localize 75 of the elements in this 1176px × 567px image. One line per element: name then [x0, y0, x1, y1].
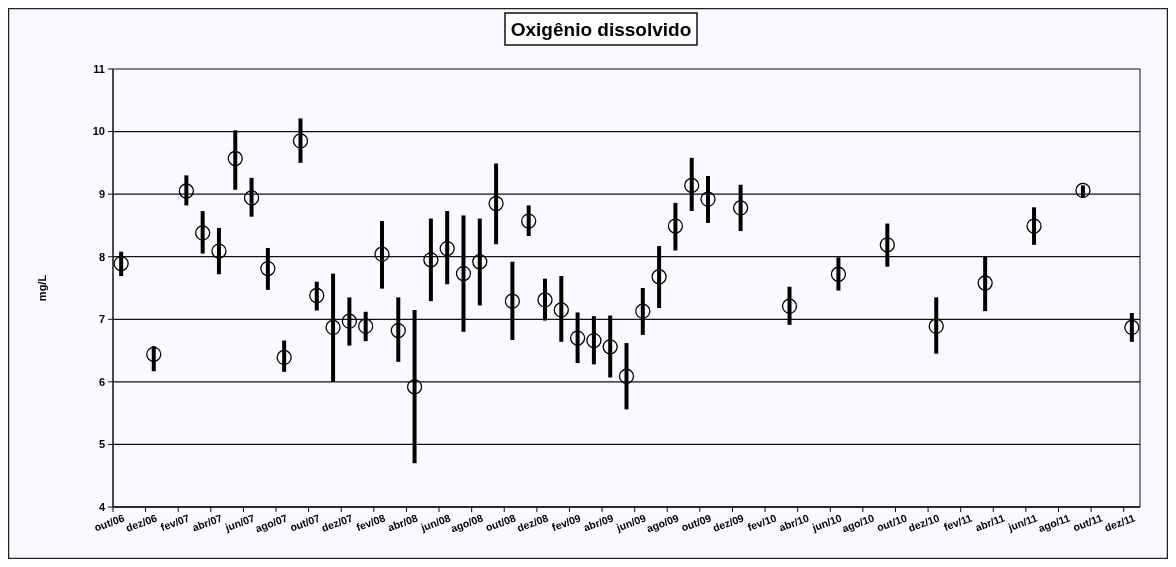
point: [341, 313, 358, 329]
y-axis-title: mg/L: [36, 274, 48, 302]
y-tick-label: 11: [93, 62, 105, 75]
x-tick-label: out/11: [1071, 511, 1105, 534]
point: [325, 319, 341, 336]
point: [374, 246, 390, 262]
point: [879, 237, 895, 253]
point: [455, 265, 472, 282]
point: [521, 213, 537, 229]
point: [1075, 182, 1091, 199]
x-tick-label: fev/11: [941, 511, 974, 533]
point: [423, 252, 439, 268]
x-tick-label: abr/10: [777, 511, 811, 534]
point: [977, 275, 993, 291]
point: [732, 200, 749, 216]
point: [243, 190, 260, 206]
point: [178, 183, 195, 199]
point: [684, 177, 700, 194]
point: [504, 293, 521, 309]
point: [488, 195, 504, 212]
point: [439, 240, 455, 257]
x-tick-label: out/07: [288, 511, 322, 534]
point: [260, 260, 276, 277]
point: [830, 266, 847, 282]
point: [390, 322, 406, 339]
x-tick-label: fev/10: [745, 511, 779, 534]
point: [211, 243, 227, 259]
x-tick-label: dez/11: [1102, 511, 1137, 534]
point: [618, 368, 635, 384]
y-tick-label: 5: [98, 438, 105, 451]
x-tick-label: out/10: [875, 511, 909, 534]
point: [635, 303, 651, 319]
point: [586, 332, 602, 349]
point: [700, 191, 716, 207]
x-tick-label: abr/09: [581, 511, 616, 534]
point: [227, 150, 243, 167]
point: [651, 269, 667, 285]
x-tick-label: fev/08: [354, 511, 387, 534]
point: [276, 349, 292, 366]
point: [472, 254, 488, 270]
x-tick-label: abr/11: [973, 511, 1007, 534]
point: [195, 225, 211, 241]
point: [1124, 319, 1140, 336]
point: [358, 318, 374, 334]
y-tick-label: 10: [92, 125, 105, 138]
point: [928, 318, 944, 334]
y-tick-label: 9: [98, 187, 105, 200]
x-tick-label: out/08: [483, 511, 518, 534]
point: [1026, 218, 1042, 234]
point: [146, 346, 162, 362]
chart-title: Oxigênio dissolvido: [510, 18, 692, 40]
point: [309, 287, 325, 304]
point: [569, 330, 586, 346]
y-tick-label: 7: [98, 313, 105, 326]
y-tick-label: 6: [98, 375, 105, 388]
x-tick-label: dez/08: [515, 511, 550, 534]
x-tick-label: fev/07: [158, 511, 192, 534]
point: [781, 298, 798, 314]
x-tick-label: abr/07: [190, 511, 224, 534]
point: [602, 339, 618, 355]
x-tick-label: dez/06: [124, 511, 159, 534]
point: [667, 218, 684, 234]
x-tick-label: out/09: [679, 511, 713, 534]
y-tick-label: 4: [98, 500, 106, 513]
x-tick-label: dez/09: [711, 511, 746, 534]
x-tick-label: abr/08: [386, 511, 420, 534]
x-tick-label: fev/09: [550, 511, 583, 534]
x-tick-label: out/06: [92, 511, 126, 534]
point: [292, 133, 309, 149]
point: [537, 292, 553, 308]
point: [113, 255, 129, 272]
x-tick-label: dez/10: [906, 511, 942, 534]
point: [406, 379, 423, 395]
y-tick-label: 8: [98, 250, 105, 263]
point: [553, 302, 569, 318]
